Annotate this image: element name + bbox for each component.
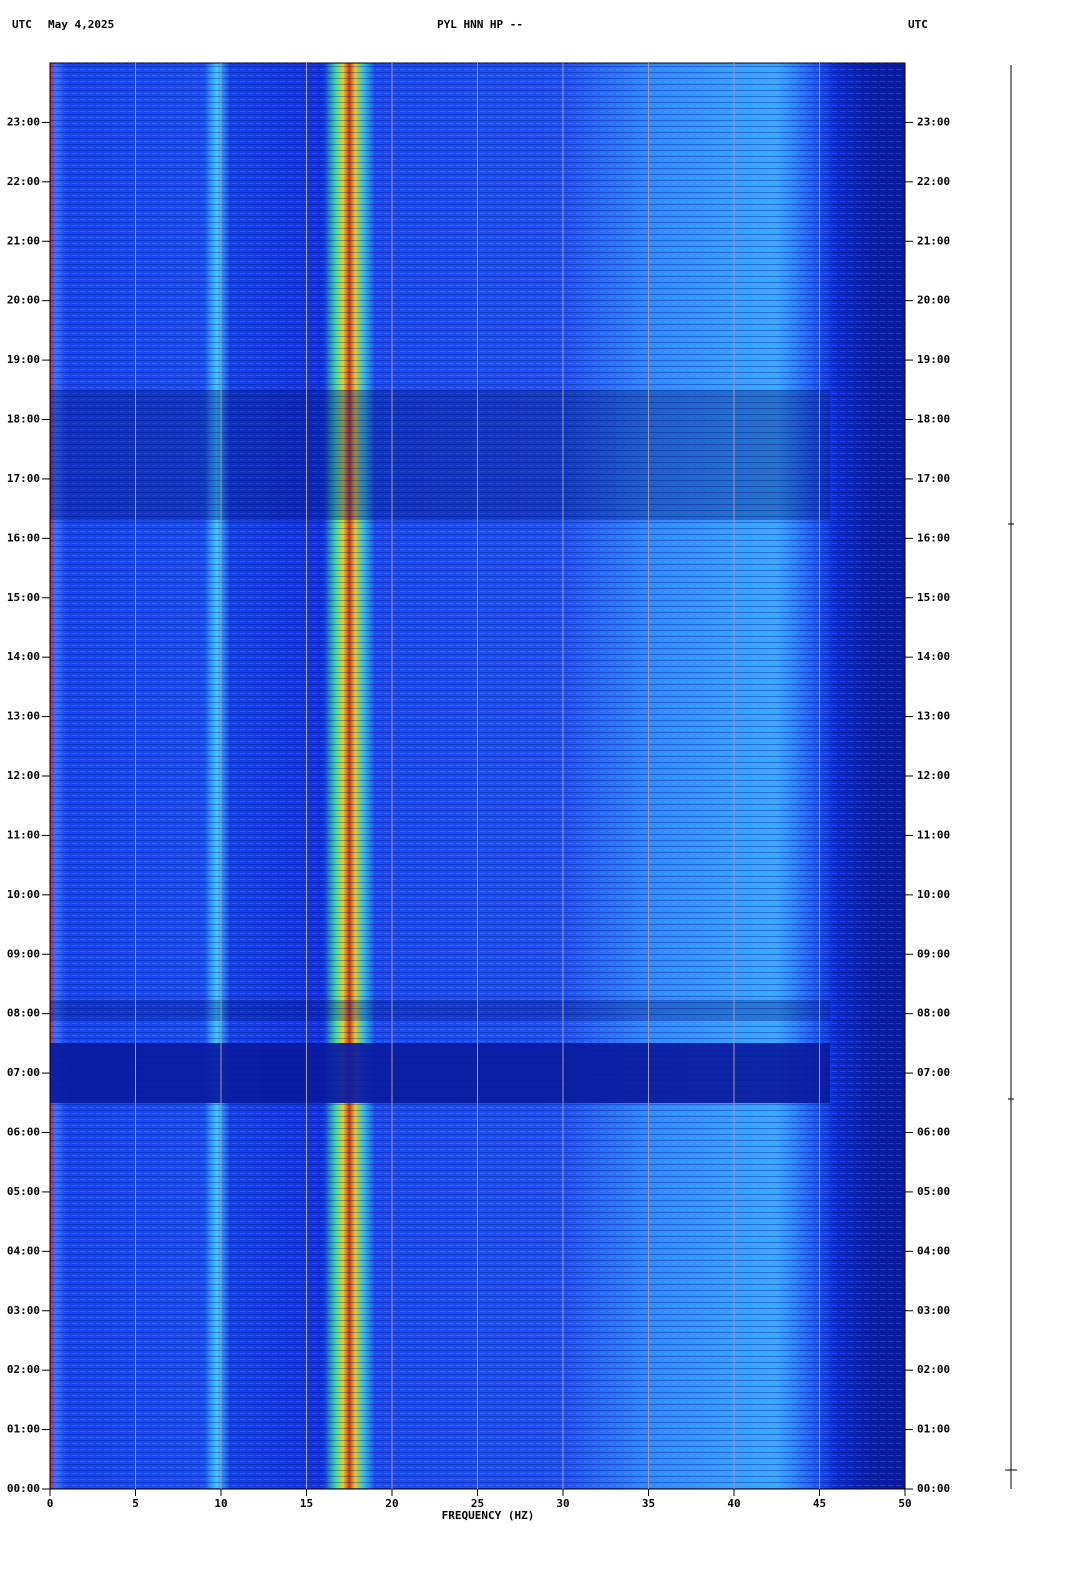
- x-tick-label: 20: [385, 1497, 398, 1510]
- helicorder-trace: [1005, 65, 1017, 1489]
- y-tick-label: 02:00: [7, 1363, 40, 1376]
- x-tick-label: 10: [214, 1497, 227, 1510]
- header-zone: UTC: [908, 18, 928, 31]
- y-tick-label: 09:00: [917, 947, 950, 960]
- y-tick-label: 12:00: [7, 769, 40, 782]
- y-tick-label: 10:00: [7, 888, 40, 901]
- y-tick-label: 07:00: [917, 1066, 950, 1079]
- y-tick-label: 08:00: [917, 1007, 950, 1020]
- y-tick-label: 08:00: [7, 1007, 40, 1020]
- y-tick-label: 21:00: [917, 234, 950, 247]
- x-tick-label: 5: [132, 1497, 139, 1510]
- x-axis-label: FREQUENCY (HZ): [442, 1509, 535, 1522]
- y-tick-label: 02:00: [917, 1363, 950, 1376]
- y-tick-label: 03:00: [917, 1304, 950, 1317]
- x-tick-label: 25: [471, 1497, 484, 1510]
- y-tick-label: 16:00: [7, 531, 40, 544]
- y-tick-label: 22:00: [7, 175, 40, 188]
- y-tick-label: 03:00: [7, 1304, 40, 1317]
- y-tick-label: 06:00: [7, 1126, 40, 1139]
- chart-title: PYL HNN HP --: [437, 18, 523, 31]
- y-tick-label: 05:00: [917, 1185, 950, 1198]
- y-tick-label: 04:00: [7, 1244, 40, 1257]
- y-tick-label: 23:00: [7, 115, 40, 128]
- x-tick-label: 50: [898, 1497, 911, 1510]
- y-tick-label: 19:00: [7, 353, 40, 366]
- y-tick-label: 11:00: [917, 828, 950, 841]
- y-tick-label: 01:00: [917, 1423, 950, 1436]
- y-tick-label: 13:00: [7, 710, 40, 723]
- y-tick-label: 04:00: [917, 1244, 950, 1257]
- y-tick-label: 16:00: [917, 531, 950, 544]
- header-zone: UTC: [12, 18, 32, 31]
- y-tick-label: 21:00: [7, 234, 40, 247]
- y-tick-label: 19:00: [917, 353, 950, 366]
- y-tick-label: 11:00: [7, 828, 40, 841]
- x-tick-label: 0: [47, 1497, 54, 1510]
- y-tick-label: 20:00: [917, 294, 950, 307]
- x-tick-label: 35: [642, 1497, 655, 1510]
- y-tick-label: 06:00: [917, 1126, 950, 1139]
- y-tick-label: 22:00: [917, 175, 950, 188]
- y-tick-label: 14:00: [7, 650, 40, 663]
- y-tick-label: 10:00: [917, 888, 950, 901]
- x-tick-label: 30: [556, 1497, 569, 1510]
- y-tick-label: 18:00: [917, 413, 950, 426]
- y-tick-label: 15:00: [917, 591, 950, 604]
- x-tick-label: 15: [300, 1497, 313, 1510]
- y-tick-label: 12:00: [917, 769, 950, 782]
- y-tick-label: 14:00: [917, 650, 950, 663]
- y-tick-label: 23:00: [917, 115, 950, 128]
- y-tick-label: 07:00: [7, 1066, 40, 1079]
- y-tick-label: 00:00: [917, 1482, 950, 1495]
- x-tick-label: 40: [727, 1497, 740, 1510]
- y-tick-label: 15:00: [7, 591, 40, 604]
- x-tick-label: 45: [813, 1497, 826, 1510]
- y-tick-label: 05:00: [7, 1185, 40, 1198]
- y-tick-label: 01:00: [7, 1423, 40, 1436]
- y-tick-label: 17:00: [917, 472, 950, 485]
- y-tick-label: 17:00: [7, 472, 40, 485]
- y-tick-label: 20:00: [7, 294, 40, 307]
- y-tick-label: 13:00: [917, 710, 950, 723]
- y-tick-label: 18:00: [7, 413, 40, 426]
- header-date: May 4,2025: [48, 18, 114, 31]
- y-tick-label: 00:00: [7, 1482, 40, 1495]
- y-tick-label: 09:00: [7, 947, 40, 960]
